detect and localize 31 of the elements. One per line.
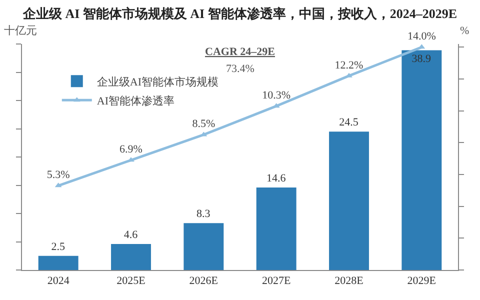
data-label: 12.2% <box>334 59 364 72</box>
x-tick-label: 2024 <box>47 275 70 288</box>
data-label: 5.3% <box>46 169 70 182</box>
legend-label: 企业级AI智能体市场规模 <box>96 75 218 88</box>
annotation: 73.4% <box>226 63 254 75</box>
data-label: 6.9% <box>120 144 142 156</box>
x-tick-label: 2026E <box>189 275 218 288</box>
bar <box>184 223 224 270</box>
bar <box>256 188 296 270</box>
legend-label: AI智能体渗透率 <box>96 94 174 108</box>
data-label: 14.0% <box>407 30 436 43</box>
y-axis-title: 十亿元 <box>4 24 37 37</box>
data-label: 24.5 <box>339 116 359 129</box>
annotation: CAGR 24–29E <box>205 46 275 58</box>
data-label: 4.6 <box>124 229 138 242</box>
data-label: 38.9 <box>412 53 432 66</box>
data-label: 8.3 <box>196 208 211 220</box>
x-tick-label: 2027E <box>262 275 291 288</box>
bar <box>111 244 151 270</box>
y2-axis-title: % <box>460 25 470 37</box>
x-tick-label: 2025E <box>116 275 146 288</box>
x-tick-label: 2029E <box>407 275 436 288</box>
chart-title: 企业级 AI 智能体市场规模及 AI 智能体渗透率，中国，按收入，2024–2029E <box>22 6 458 22</box>
bar <box>38 256 78 270</box>
data-label: 8.5% <box>192 118 216 130</box>
x-tick-label: 2028E <box>334 275 364 288</box>
bar <box>402 50 442 270</box>
data-label: 10.3% <box>262 90 291 102</box>
bar <box>329 132 369 270</box>
data-label: 14.6 <box>266 172 286 185</box>
data-label: 2.5 <box>51 240 66 253</box>
